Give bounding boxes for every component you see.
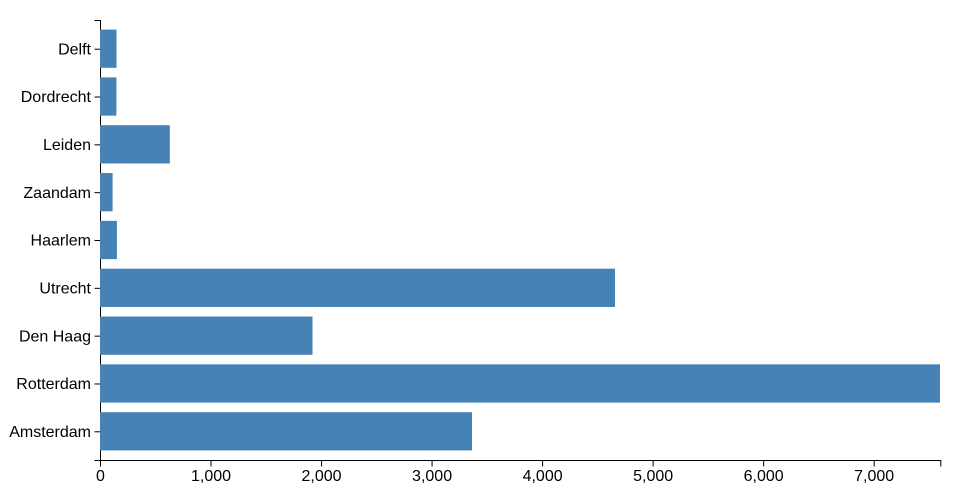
svg-text:6,000: 6,000 [744, 468, 784, 485]
svg-text:Den Haag: Den Haag [19, 328, 91, 345]
svg-text:Utrecht: Utrecht [39, 280, 91, 297]
svg-text:4,000: 4,000 [523, 468, 563, 485]
svg-text:Dordrecht: Dordrecht [21, 89, 92, 106]
svg-text:Haarlem: Haarlem [31, 233, 91, 250]
svg-text:2,000: 2,000 [302, 468, 342, 485]
svg-text:Delft: Delft [58, 41, 91, 58]
svg-text:1,000: 1,000 [191, 468, 231, 485]
svg-text:Amsterdam: Amsterdam [9, 424, 91, 441]
svg-text:0: 0 [96, 468, 105, 485]
svg-text:Zaandam: Zaandam [23, 185, 91, 202]
svg-text:5,000: 5,000 [633, 468, 673, 485]
svg-text:Rotterdam: Rotterdam [16, 376, 91, 393]
svg-text:3,000: 3,000 [412, 468, 452, 485]
svg-text:7,000: 7,000 [854, 468, 894, 485]
svg-text:Leiden: Leiden [43, 137, 91, 154]
